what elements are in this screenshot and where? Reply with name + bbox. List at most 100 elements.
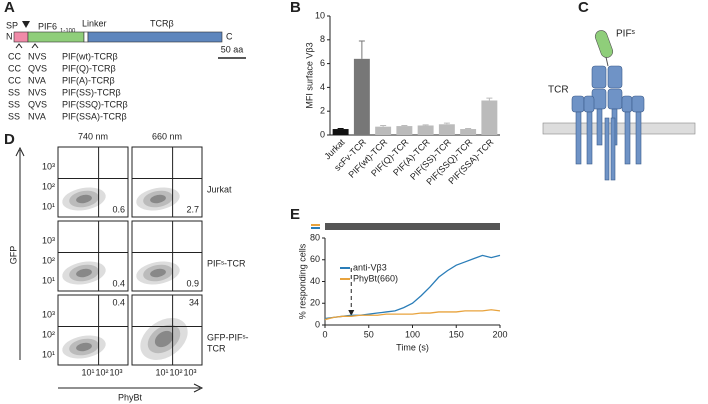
- variant-name: PIF(SSQ)-TCRβ: [62, 99, 128, 109]
- bar: [332, 129, 349, 135]
- legend-label: anti-Vβ3: [353, 262, 387, 272]
- zeta-tail: [610, 117, 616, 181]
- bar: [417, 125, 434, 135]
- variant-name: PIF(SSA)-TCRβ: [62, 111, 127, 121]
- quadrant-value: 34: [189, 297, 199, 307]
- panel-label: E: [290, 206, 300, 223]
- membrane: [542, 122, 696, 135]
- tm-tail: [586, 111, 593, 165]
- density-cloud: [76, 194, 92, 204]
- variant-code: QVS: [28, 63, 47, 73]
- pif-segment: [27, 31, 85, 43]
- tm-tail: [596, 108, 603, 146]
- y-tick-label: 10¹: [42, 201, 55, 211]
- c-terminus: C: [226, 31, 233, 41]
- y-tick-label: 10³: [42, 235, 55, 245]
- y-tick-label: 4: [320, 82, 325, 92]
- n-terminus: N: [6, 31, 13, 41]
- y-tick-label: 10: [315, 10, 325, 20]
- panel-label: A: [4, 0, 15, 16]
- column-label: 740 nm: [78, 131, 108, 141]
- variant-name: PIF(A)-TCRβ: [62, 75, 115, 85]
- tcr-chain: [591, 65, 607, 89]
- variant-name: PIF(wt)-TCRβ: [62, 51, 118, 61]
- density-cloud: [150, 194, 166, 204]
- tm-tail: [575, 111, 582, 165]
- variant-code: SS: [8, 111, 20, 121]
- y-tick-label: 20: [310, 298, 320, 308]
- x-tick-label: 200: [492, 329, 507, 339]
- quadrant-value: 2.7: [186, 204, 199, 214]
- x-tick-label: 10²: [95, 367, 108, 377]
- y-tick-label: 80: [310, 232, 320, 242]
- error-bar: [422, 124, 429, 126]
- y-tick-label: 0: [320, 129, 325, 139]
- column-label: 660 nm: [152, 131, 182, 141]
- zeta-tail: [604, 117, 610, 181]
- pif-label: PIFˢ: [616, 29, 636, 40]
- variant-code: NVA: [28, 111, 46, 121]
- sp-segment: [13, 31, 29, 43]
- x-tick-label: 10¹: [81, 367, 94, 377]
- x-axis-label: PhyBt: [118, 392, 143, 402]
- row-label: GFP-PIFˢ-: [207, 332, 249, 342]
- scale-label: 50 aa: [221, 44, 244, 54]
- x-axis-label: Time (s): [396, 342, 429, 352]
- y-axis-label: GFP: [8, 246, 18, 265]
- panel-label: D: [4, 131, 15, 148]
- row-label: Jurkat: [207, 184, 232, 194]
- receptor-diagram: PIFˢ TCR: [542, 29, 696, 181]
- cd3-chain: [583, 95, 595, 113]
- y-arrow: [15, 146, 25, 360]
- x-tick-label: 10¹: [155, 367, 168, 377]
- y-tick-label: 10²: [42, 255, 55, 265]
- variant-code: CC: [8, 75, 21, 85]
- y-tick-label: 10²: [42, 329, 55, 339]
- error-bar: [401, 124, 408, 127]
- arrow-head: [348, 310, 355, 316]
- tether: [605, 56, 609, 67]
- density-cloud: [154, 330, 174, 348]
- bar: [375, 126, 392, 135]
- row-label: TCR: [207, 343, 226, 353]
- linker-segment: [83, 31, 89, 43]
- y-tick-label: 2: [320, 106, 325, 116]
- y-tick-label: 6: [320, 58, 325, 68]
- site-carets: [15, 43, 39, 49]
- variant-code: NVS: [28, 51, 47, 61]
- error-bar: [337, 127, 344, 130]
- cd3-chain: [621, 95, 633, 113]
- tcr-label: TCRβ: [150, 18, 174, 28]
- y-tick-label: 10¹: [42, 275, 55, 285]
- variant-code: SS: [8, 99, 20, 109]
- panel-label: C: [578, 0, 589, 16]
- y-tick-label: 10¹: [42, 349, 55, 359]
- x-tick-label: 10²: [169, 367, 182, 377]
- linker-label: Linker: [82, 18, 107, 28]
- error-bar: [486, 97, 493, 101]
- variant-code: CC: [8, 51, 21, 61]
- pif-label: PIF6: [38, 21, 57, 31]
- variant-code: NVS: [28, 87, 47, 97]
- bar: [481, 100, 498, 135]
- variant-code: QVS: [28, 99, 47, 109]
- row-label: PIFˢ-TCR: [207, 258, 246, 268]
- cd3-chain: [571, 95, 585, 113]
- tcr-label: TCR: [548, 85, 569, 96]
- variant-name: PIF(SS)-TCRβ: [62, 87, 121, 97]
- quadrant-value: 0.4: [112, 278, 125, 288]
- y-tick-label: 10³: [42, 161, 55, 171]
- x-arrow: [58, 383, 204, 393]
- construct: SP PIF6 1-100 Linker TCRβ N C 50 aa: [6, 18, 246, 59]
- series-line: [324, 309, 501, 321]
- variant-code: SS: [8, 87, 20, 97]
- bar: [353, 58, 370, 136]
- y-axis-label: MFI surface Vβ3: [304, 42, 314, 108]
- y-tick-label: 8: [320, 34, 325, 44]
- sp-label: SP: [6, 20, 18, 30]
- quadrant-value: 0.4: [112, 297, 125, 307]
- tm-tail: [624, 111, 631, 165]
- error-bar: [358, 40, 365, 59]
